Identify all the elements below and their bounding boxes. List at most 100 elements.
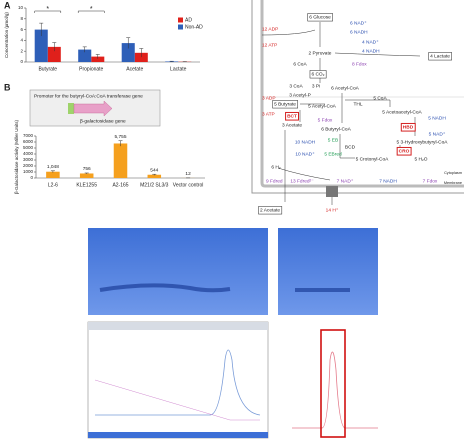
node-box: [428, 52, 452, 61]
pathway-label: 5 Acetyl-CoA: [308, 103, 337, 109]
data-label: 544: [150, 167, 158, 173]
node-box: [285, 111, 299, 121]
gel-band: [99, 283, 231, 293]
error-bar: [95, 54, 100, 59]
y-tick-label: 0: [20, 59, 23, 64]
pathway-label: 6 NAD⁺: [350, 20, 367, 26]
legend-label: Non-AD: [185, 24, 203, 30]
y-tick-label: 6: [20, 27, 23, 32]
legend-label: AD: [185, 17, 192, 23]
panel-label: B: [4, 82, 11, 92]
error-bar: [84, 172, 89, 174]
error-bar: [118, 140, 123, 147]
node-box: [272, 100, 299, 109]
data-label: 12: [185, 171, 191, 177]
toolbar: [88, 322, 268, 330]
pathway-label: 5 Acetoacetyl-CoA: [382, 109, 422, 115]
x-tick-label: KLE1255: [76, 182, 97, 188]
x-tick-label: A2-165: [112, 182, 128, 188]
pathway-label: 5 CoA: [373, 95, 387, 101]
pathway-label: THL: [353, 101, 362, 107]
pathway-label: 3 Pi: [312, 83, 320, 89]
annotation: β-galactosidase gene: [80, 118, 126, 124]
x-tick-label: Acetate: [126, 66, 143, 72]
bar: [46, 171, 60, 178]
trace: [292, 351, 378, 429]
pathway-label: 10 NADH: [295, 139, 316, 145]
pathway-label: 3 ADP: [262, 95, 276, 101]
pathway-label: 6 Butyryl-CoA: [321, 126, 351, 132]
annotation: *: [46, 6, 49, 13]
pathway-label: 2 Pyruvate: [309, 50, 332, 56]
pathway-label: 9 Fdred: [266, 178, 283, 184]
x-tick-label: Butyrate: [38, 66, 57, 72]
pathway-label: 4 NAD⁺: [362, 39, 379, 45]
pathway-label: 5 Crotonyl-CoA: [356, 156, 390, 162]
pathway-label: 5 Fdox: [318, 117, 333, 123]
data-label: 756: [83, 166, 91, 172]
y-tick-label: 4: [20, 38, 23, 43]
y-tick-label: 7000: [23, 133, 34, 138]
trace: [95, 349, 261, 416]
pathway-label: 5 EB: [328, 137, 338, 143]
y-axis-title: β-Galactosidase activity (Miller Units): [14, 119, 19, 194]
screenshot: [87, 321, 269, 439]
pathway-label: 3 CoA: [289, 83, 303, 89]
y-tick-label: 3000: [23, 157, 34, 162]
y-tick-label: 4000: [23, 151, 34, 156]
node-box: [400, 122, 416, 132]
x-tick-label: L2-6: [48, 182, 58, 188]
gel-image: [278, 228, 378, 315]
node-label: HBD: [403, 124, 414, 130]
pathway-label: BCD: [345, 144, 356, 150]
pathway-label: Membrane: [444, 181, 462, 185]
pathway-label: Cytoplasm: [444, 171, 462, 175]
error-bar: [82, 46, 87, 53]
y-tick-label: 2000: [23, 163, 34, 168]
node-label: 6 Glucose: [309, 14, 331, 20]
node-label: 6 CO₂: [311, 71, 324, 77]
node-box: [258, 206, 283, 215]
pathway-label: 8 Fdox: [352, 61, 367, 67]
bar: [91, 56, 105, 62]
bar: [78, 49, 92, 62]
pathway-label: 12 ATP: [262, 42, 277, 48]
pathway-label: 5 NAD⁺: [429, 131, 446, 137]
bracket: [77, 10, 105, 13]
pathway-label: 5 EBred: [324, 151, 342, 157]
bar: [79, 173, 94, 178]
error-bar: [50, 170, 55, 173]
trace: [94, 379, 260, 421]
y-tick-label: 5000: [23, 145, 34, 150]
highlight-box: [320, 329, 346, 438]
annotation: *: [90, 6, 93, 13]
cell-wall: [251, 0, 464, 194]
pathway-label: 14 H⁺: [326, 207, 339, 213]
pathway-label: 6 Acetyl-CoA: [331, 85, 360, 91]
pathway-label: 6 CoA: [293, 61, 307, 67]
error-bar: [126, 37, 131, 49]
bar: [34, 29, 48, 63]
pathway-label: 5 H₂O: [414, 156, 427, 162]
atp-synthase: [326, 186, 338, 197]
bar: [121, 43, 135, 62]
error-bar: [139, 48, 144, 58]
x-tick-label: Vector control: [173, 182, 204, 188]
bar: [147, 174, 162, 178]
node-label: 4 Lactate: [430, 53, 450, 59]
membrane: [260, 0, 464, 188]
gel-image: [88, 228, 268, 315]
pathway-label: 7 NAD⁺: [337, 178, 354, 184]
data-label: 1,048: [47, 164, 59, 170]
error-bar: [39, 22, 44, 37]
error-bar: [152, 173, 157, 176]
promoter-block: [68, 103, 74, 114]
pathway-label: 5 NADH: [428, 115, 446, 121]
pathway-label: 7 Fdox: [423, 178, 438, 184]
pathway-label: 7 NADH: [379, 178, 397, 184]
node-box: [307, 13, 333, 22]
bar: [47, 46, 61, 62]
node-label: 5 Butyrate: [274, 101, 296, 107]
pathway-label: 10 NAD⁺: [295, 151, 315, 157]
